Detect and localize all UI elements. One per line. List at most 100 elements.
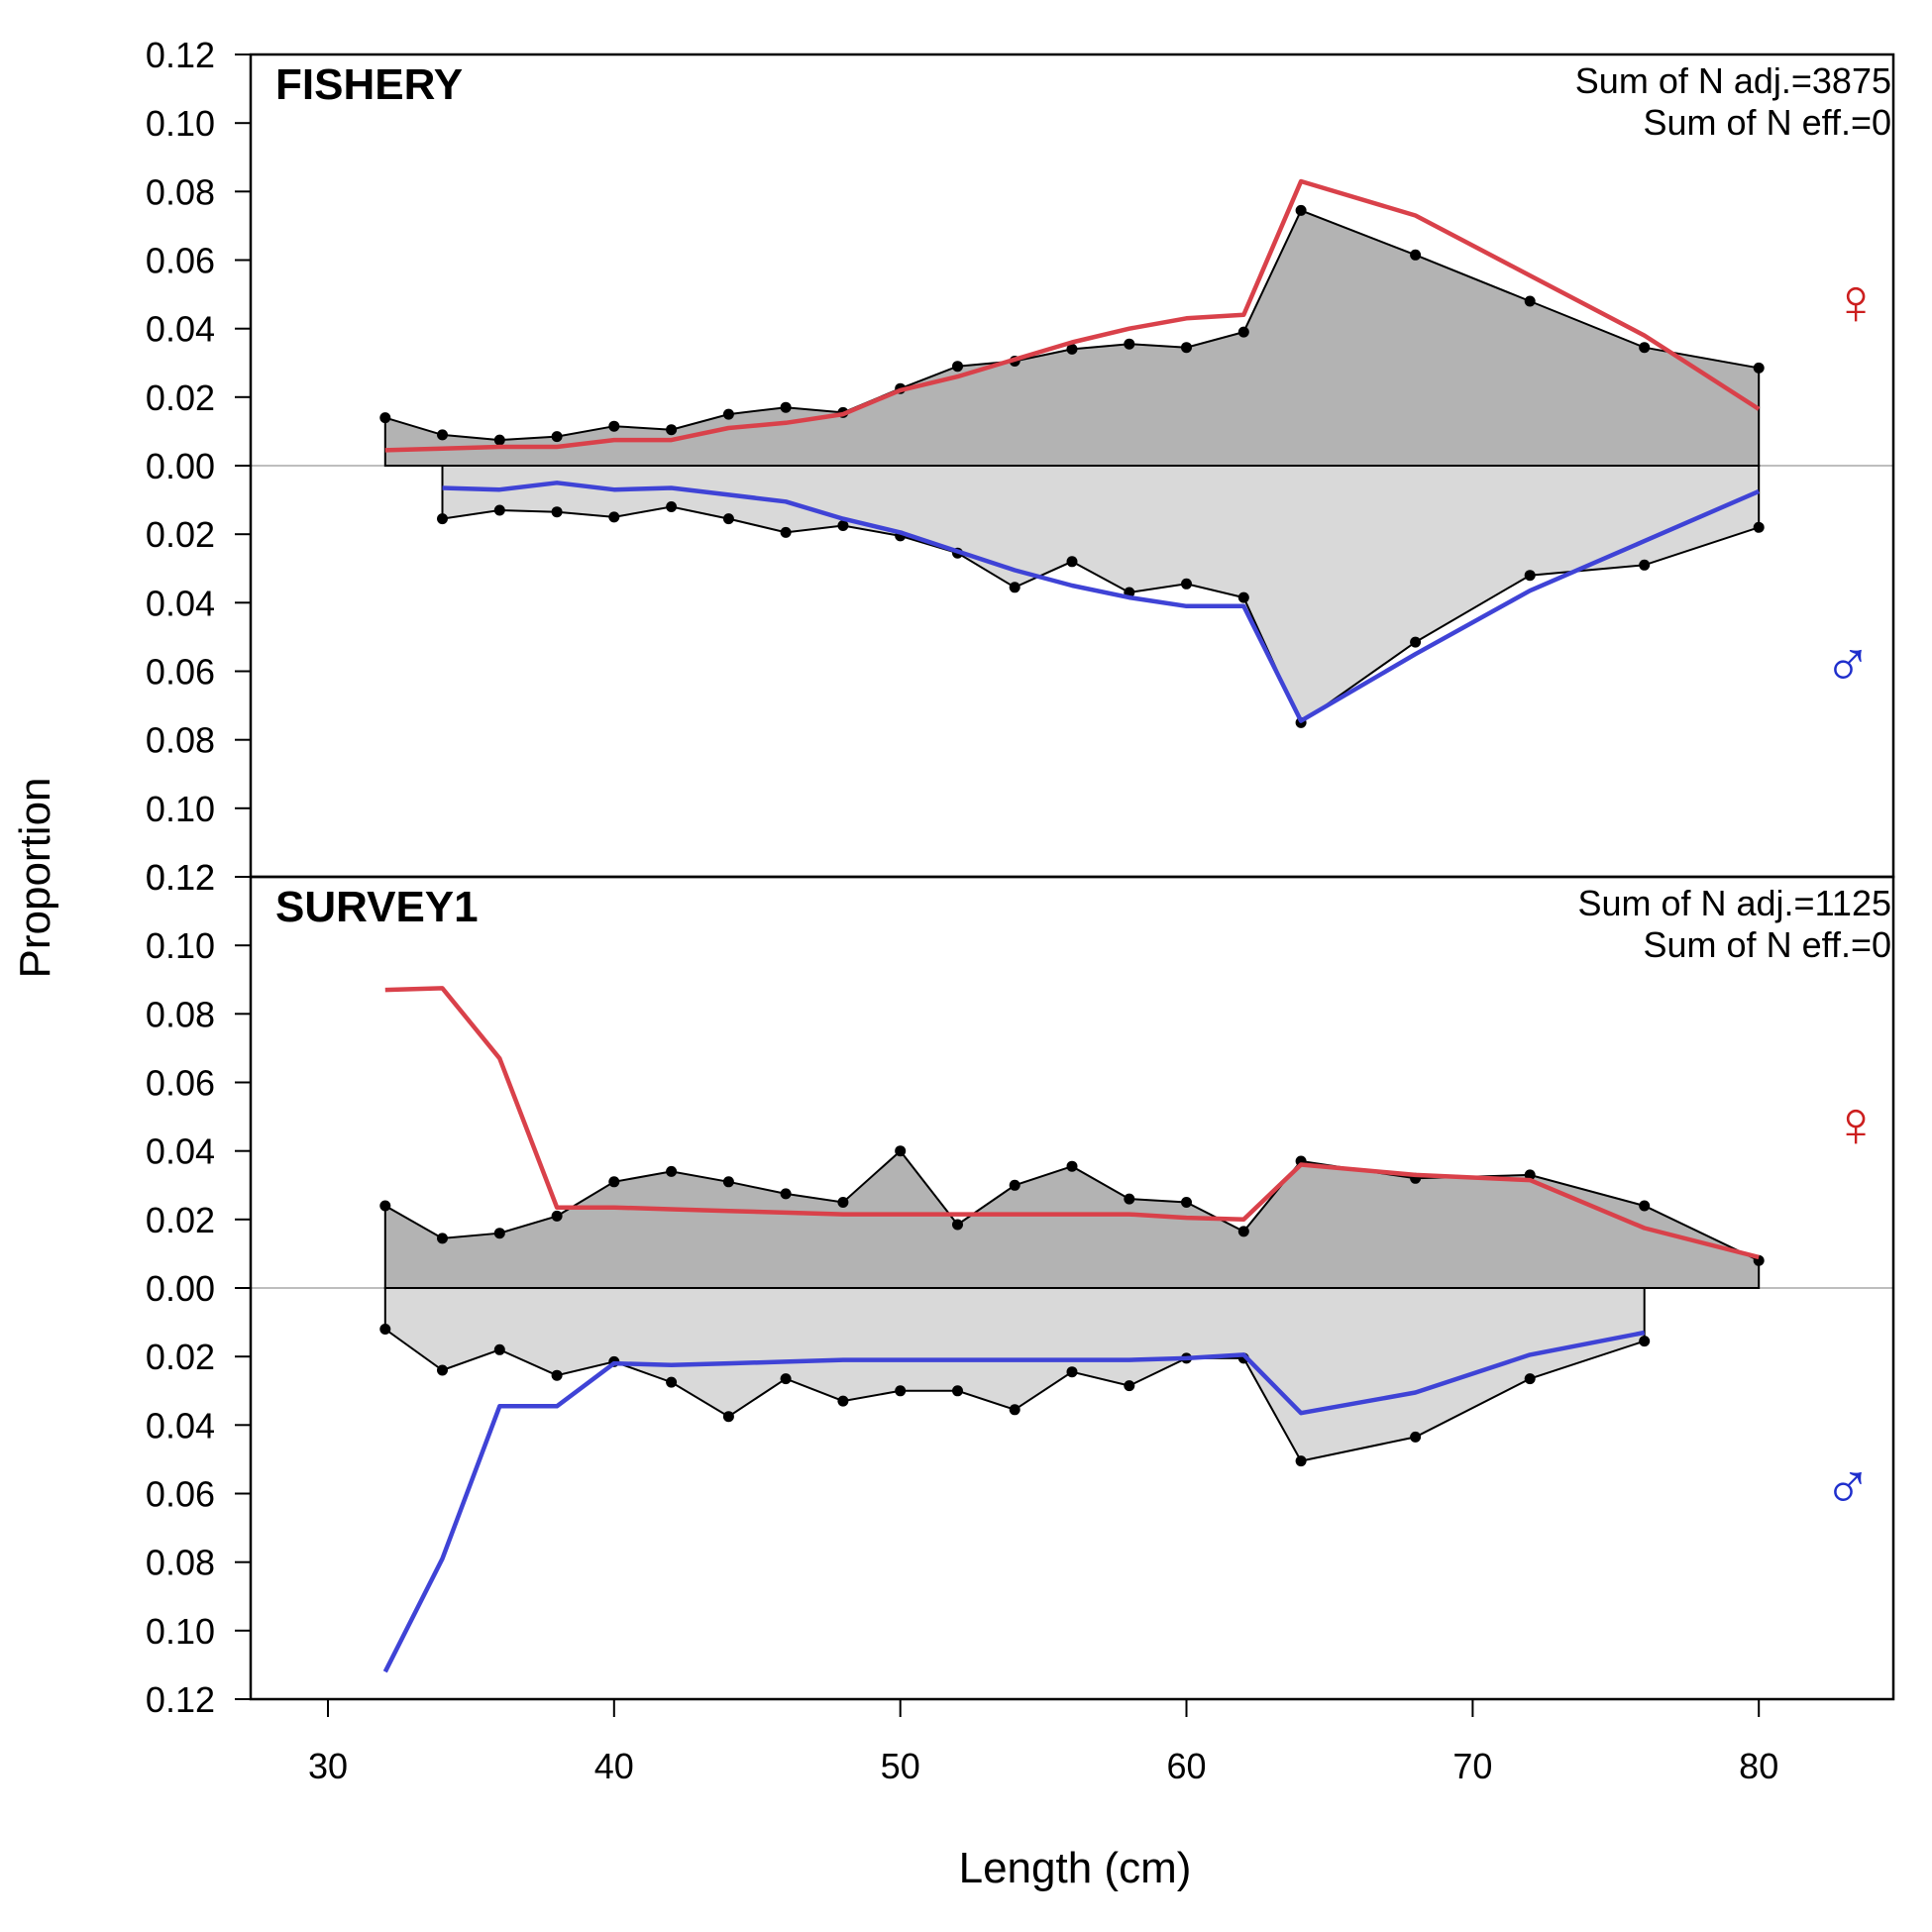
male-observed-point [437,1364,448,1376]
male-observed-point [1124,1380,1135,1392]
female-expected-line [384,178,1761,453]
y-tick-label: 0.08 [146,1543,215,1583]
sum-n-adj-label: Sum of N adj.=1125 [1577,883,1891,923]
y-tick-label: 0.02 [146,377,215,418]
female-symbol-icon: ♀ [1831,265,1880,338]
x-tick-label: 50 [881,1746,920,1786]
male-observed-point [722,1411,734,1423]
y-tick-label: 0.12 [146,1679,215,1720]
male-observed-point [608,511,620,523]
y-tick-label: 0.06 [146,1474,215,1515]
male-observed-point [1753,521,1765,533]
male-observed-point [437,513,448,525]
y-tick-label: 0.04 [146,1405,215,1446]
female-observed-point [608,420,620,432]
y-tick-label: 0.10 [146,789,215,829]
panel-title: FISHERY [275,60,463,109]
male-symbol-icon: ♂ [1823,1449,1873,1523]
male-observed-point [551,1369,563,1381]
female-observed-point [493,434,505,446]
female-expected-line [384,986,1760,1260]
female-symbol-icon: ♀ [1831,1087,1880,1160]
male-expected-line [442,481,1761,723]
male-observed-point [1066,1366,1078,1378]
male-observed-point [1009,1404,1020,1416]
female-observed-point [1524,1169,1536,1181]
male-observed-point [1524,570,1536,582]
female-observed-point [1124,1193,1135,1205]
male-observed-point [1295,1455,1307,1467]
female-observed-point [437,1233,448,1244]
male-observed-point [493,504,505,516]
female-observed-point [722,408,734,420]
y-tick-label: 0.06 [146,652,215,693]
female-observed-point [493,1228,505,1239]
sum-n-eff-label: Sum of N eff.=0 [1644,102,1891,143]
y-tick-label: 0.08 [146,720,215,761]
y-tick-label: 0.00 [146,1268,215,1309]
y-tick-label: 0.08 [146,994,215,1034]
male-observed-point [1639,559,1651,571]
y-tick-label: 0.02 [146,514,215,555]
panel-fishery: 0.12 0.10 0.08 0.06 0.04 0.02 0.00 0.02 0.04 0.06… [146,35,1895,898]
sum-n-eff-label: Sum of N eff.=0 [1644,924,1891,965]
y-tick-label: 0.06 [146,241,215,281]
y-tick-label: 0.12 [146,857,215,898]
y-tick-label: 0.12 [146,857,215,898]
female-observed-point [952,1219,963,1231]
y-tick-label: 0.10 [146,1611,215,1652]
female-observed-point [1524,295,1536,307]
male-observed-area [383,1287,1646,1462]
y-tick-label: 0.12 [146,35,215,75]
male-observed-point [722,513,734,525]
female-observed-point [379,412,391,424]
female-observed-point [1009,1179,1020,1191]
female-observed-point [1753,362,1765,374]
x-axis-title: Length (cm) [959,1844,1192,1892]
male-observed-point [666,501,678,512]
male-observed-point [837,520,849,531]
female-observed-point [666,1165,678,1177]
female-observed-point [551,431,563,443]
female-observed-area [383,209,1761,467]
y-tick-label: 0.10 [146,925,215,966]
female-observed-point [1639,342,1651,354]
male-observed-area [441,465,1761,724]
female-observed-point [1181,1197,1192,1208]
y-tick-label: 0.02 [146,1200,215,1240]
x-tick-label: 40 [594,1746,634,1786]
male-observed-point [1009,582,1020,593]
female-observed-point [1181,342,1192,354]
female-observed-point [780,1188,792,1200]
male-observed-point [1181,578,1192,590]
panels: 0.12 0.10 0.08 0.06 0.04 0.02 0.00 0.02 0.04 0.06… [146,35,1895,1720]
female-observed-point [1410,249,1422,261]
female-observed-point [551,1210,563,1222]
female-observed-point [1066,343,1078,355]
y-tick-label: 0.10 [146,103,215,144]
male-observed-point [379,1324,391,1335]
panel-title: SURVEY1 [275,883,479,931]
male-observed-point [895,1385,907,1397]
male-observed-point [780,1373,792,1385]
male-observed-point [1410,636,1422,648]
x-tick-label: 80 [1739,1746,1778,1786]
male-observed-point [1524,1373,1536,1385]
female-observed-point [837,1197,849,1208]
male-observed-point [551,506,563,518]
female-observed-point [379,1200,391,1212]
female-observed-point [666,424,678,436]
sum-n-adj-label: Sum of N adj.=3875 [1575,60,1891,101]
female-observed-point [1295,204,1307,216]
x-tick-label: 60 [1166,1746,1206,1786]
female-observed-point [1237,326,1249,338]
y-tick-label: 0.04 [146,309,215,350]
y-tick-label: 0.04 [146,1131,215,1172]
female-observed-point [1237,1226,1249,1237]
female-observed-point [608,1176,620,1188]
male-observed-point [666,1376,678,1388]
male-observed-point [493,1343,505,1355]
male-observed-point [952,1385,963,1397]
female-observed-point [1066,1160,1078,1172]
y-axis-title: Proportion [11,777,59,978]
